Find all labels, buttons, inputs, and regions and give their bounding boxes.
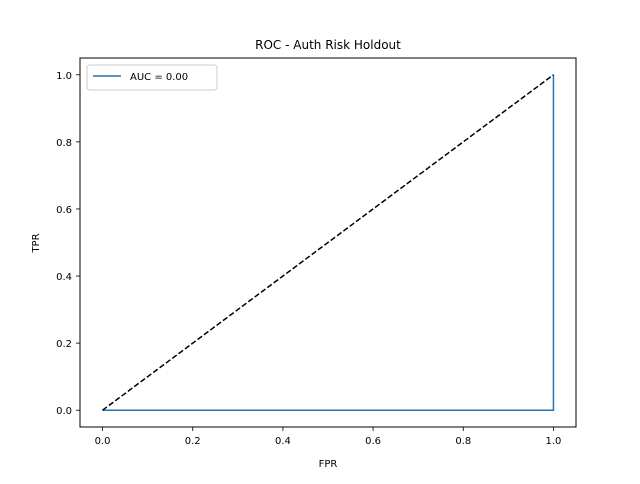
legend: AUC = 0.00 [86, 64, 218, 91]
x-tick-label: 0.6 [365, 436, 381, 447]
roc-curve-line [102, 74, 555, 411]
x-axis-ticks: 0.0 0.2 0.4 0.6 0.8 1.0 [95, 427, 562, 447]
y-tick-label: 0.0 [56, 406, 72, 417]
y-tick-label: 0.4 [56, 272, 72, 283]
x-tick-label: 0.8 [455, 436, 471, 447]
y-axis-ticks: 0.0 0.2 0.4 0.6 0.8 1.0 [56, 71, 80, 417]
chance-diagonal-line [102, 74, 554, 411]
x-axis-label: FPR [319, 459, 338, 470]
x-tick-label: 0.4 [275, 436, 291, 447]
x-tick-label: 0.0 [95, 436, 111, 447]
plot-frame [79, 57, 577, 428]
y-tick-label: 1.0 [56, 71, 72, 82]
series-layer [102, 74, 555, 411]
x-tick-label: 0.2 [185, 436, 201, 447]
y-axis-label: TPR [31, 233, 42, 253]
chart-title: ROC - Auth Risk Holdout [255, 38, 401, 52]
legend-entry-auc: AUC = 0.00 [130, 72, 188, 83]
y-tick-label: 0.2 [56, 339, 72, 350]
y-tick-label: 0.6 [56, 205, 72, 216]
legend-box [86, 64, 218, 91]
y-tick-label: 0.8 [56, 138, 72, 149]
x-tick-label: 1.0 [546, 436, 562, 447]
